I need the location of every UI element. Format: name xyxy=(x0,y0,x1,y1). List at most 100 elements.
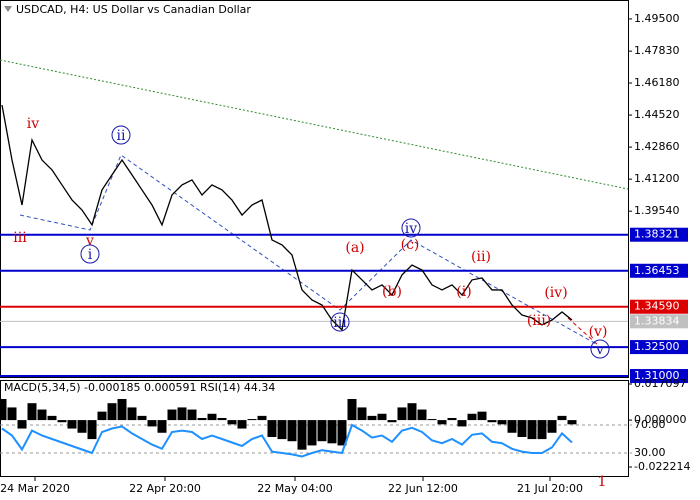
indicator-title: MACD(5,34,5) -0.000185 0.000591 RSI(14) … xyxy=(4,381,275,394)
macd-bar xyxy=(397,407,407,421)
macd-bar xyxy=(547,420,557,433)
level-box xyxy=(630,340,688,355)
macd-bar xyxy=(477,411,487,421)
macd-tick-label: 0.017097 xyxy=(634,377,687,390)
macd-bar xyxy=(157,420,167,433)
macd-bar xyxy=(327,420,337,444)
wave-label: v xyxy=(85,233,94,249)
macd-bar xyxy=(407,403,417,421)
macd-bar xyxy=(137,415,147,421)
level-label: 1.31000 xyxy=(634,369,680,382)
x-tick-label: 22 Apr 20:00 xyxy=(129,482,201,495)
macd-bar xyxy=(47,415,57,421)
wave-label: (b) xyxy=(382,284,402,300)
macd-tick-label: 0.000000 xyxy=(634,413,687,426)
macd-bar xyxy=(217,417,227,421)
rsi-tick-label: 70.00 xyxy=(634,418,666,431)
macd-bar xyxy=(487,420,497,423)
rsi-tick-label: 30.00 xyxy=(634,446,666,459)
level-label: 1.34590 xyxy=(634,300,680,313)
level-box xyxy=(630,227,688,242)
macd-bar xyxy=(37,409,47,421)
wave-label: (a) xyxy=(345,240,364,256)
macd-bar xyxy=(387,420,397,423)
macd-bar xyxy=(7,407,17,421)
macd-bar xyxy=(17,420,27,429)
macd-bar xyxy=(377,413,387,421)
macd-bar xyxy=(167,409,177,421)
wave-label: iv xyxy=(27,116,39,132)
wave-label: iv xyxy=(405,221,417,237)
macd-bar xyxy=(297,420,307,450)
wave-circle xyxy=(330,312,350,332)
wave-lines xyxy=(19,154,599,346)
macd-tick-label: -0.022214 xyxy=(634,460,690,473)
chart-title: USDCAD, H4: US Dollar vs Canadian Dollar xyxy=(16,3,251,16)
macd-bar xyxy=(67,420,77,429)
macd-bar xyxy=(97,411,107,421)
indicator-panel xyxy=(0,380,629,477)
macd-bar xyxy=(347,398,357,421)
level-label: 1.36453 xyxy=(634,264,680,277)
macd-bar xyxy=(507,420,517,433)
wave-label: iii xyxy=(333,315,347,331)
y-tick-label: 1.42860 xyxy=(634,140,680,153)
y-tick-label: 1.41200 xyxy=(634,172,680,185)
macd-bar xyxy=(337,420,347,446)
macd-bar xyxy=(527,420,537,440)
macd-bar xyxy=(77,420,87,433)
macd-bar xyxy=(457,420,467,427)
macd-bar xyxy=(197,417,207,421)
wave-label: ii xyxy=(117,128,126,144)
macd-bar xyxy=(187,409,197,421)
wave-label: (iii) xyxy=(527,313,551,329)
wave-label: 1 xyxy=(598,474,607,490)
macd-bar xyxy=(447,417,457,421)
macd-bar xyxy=(277,420,287,440)
macd-bar xyxy=(177,407,187,421)
macd-bar xyxy=(427,419,437,421)
y-tick-label: 1.47830 xyxy=(634,44,680,57)
macd-bar xyxy=(87,420,97,440)
macd-bar xyxy=(357,407,367,421)
y-tick-label: 1.39540 xyxy=(634,204,680,217)
level-box xyxy=(630,369,688,384)
macd-bar xyxy=(437,420,447,425)
wave-label: v xyxy=(595,342,604,358)
x-tick-label: 24 Mar 2020 xyxy=(0,482,70,495)
wave-label: (v) xyxy=(589,324,608,340)
wave-label: (ii) xyxy=(471,249,491,265)
macd-bar xyxy=(247,419,257,421)
y-tick-label: 1.49500 xyxy=(634,12,680,25)
level-label: 1.32500 xyxy=(634,340,680,353)
level-box xyxy=(630,314,688,329)
macd-bar xyxy=(517,420,527,437)
macd-bar xyxy=(417,409,427,421)
level-label: 1.33834 xyxy=(634,314,680,327)
macd-bar xyxy=(57,420,67,423)
level-label: 1.38321 xyxy=(634,228,680,241)
x-tick-label: 22 Jun 12:00 xyxy=(388,482,458,495)
macd-bar xyxy=(117,398,127,421)
main-panel xyxy=(0,0,629,378)
wave-label: i xyxy=(88,247,93,263)
macd-bar xyxy=(267,420,277,437)
y-tick-label: 1.44520 xyxy=(634,108,680,121)
moving-average xyxy=(0,59,629,190)
level-box xyxy=(630,263,688,278)
price-line xyxy=(1,104,573,332)
macd-bar xyxy=(237,420,247,429)
macd-bar xyxy=(227,420,237,425)
macd-bar xyxy=(0,398,7,421)
macd-bar xyxy=(27,403,37,421)
wave-circle xyxy=(111,125,131,145)
macd-bar xyxy=(127,407,137,421)
wave-label: (i) xyxy=(456,284,471,300)
x-tick-label: 22 May 04:00 xyxy=(257,482,332,495)
rsi-line xyxy=(1,423,573,458)
macd-bar xyxy=(147,420,157,427)
wave-label: iii xyxy=(13,230,27,246)
macd-bar xyxy=(567,420,577,425)
macd-bar xyxy=(557,415,567,421)
wave-circle xyxy=(80,244,100,264)
